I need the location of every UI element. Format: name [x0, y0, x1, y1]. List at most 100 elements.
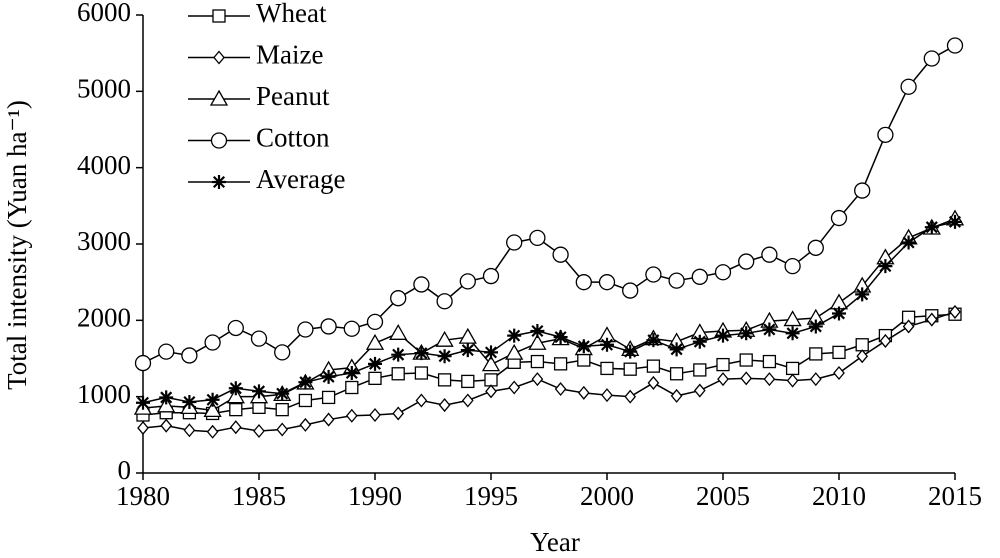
- marker: [529, 229, 546, 247]
- y-tick-label: 4000: [77, 150, 131, 180]
- marker: [229, 402, 243, 417]
- legend-marker: [209, 89, 229, 106]
- marker: [159, 390, 174, 405]
- marker: [275, 402, 289, 417]
- legend-marker: [213, 50, 225, 65]
- marker: [252, 384, 266, 399]
- marker: [437, 373, 452, 387]
- marker: [530, 324, 545, 339]
- marker: [459, 273, 476, 290]
- legend-label: Maize: [256, 40, 323, 70]
- marker: [134, 354, 152, 372]
- marker: [923, 50, 940, 67]
- marker: [601, 388, 613, 403]
- marker: [762, 354, 777, 369]
- marker: [670, 388, 683, 403]
- marker: [482, 267, 500, 285]
- x-tick-label: 2010: [812, 481, 866, 511]
- marker: [716, 328, 730, 343]
- legend-label: Peanut: [256, 81, 330, 111]
- x-tick-label: 2015: [928, 481, 982, 511]
- marker: [785, 361, 800, 376]
- y-tick-label: 1000: [77, 379, 131, 409]
- marker: [392, 406, 405, 421]
- marker: [181, 347, 198, 364]
- marker: [902, 319, 915, 334]
- marker: [530, 354, 545, 369]
- marker: [948, 214, 962, 229]
- marker: [320, 318, 337, 335]
- marker: [389, 323, 408, 340]
- marker: [366, 313, 384, 331]
- marker: [577, 385, 590, 400]
- marker: [297, 321, 314, 338]
- marker: [414, 366, 429, 380]
- marker: [623, 362, 637, 376]
- marker: [832, 345, 846, 360]
- marker: [298, 393, 313, 408]
- marker: [949, 304, 961, 319]
- marker: [204, 334, 221, 351]
- marker: [414, 346, 429, 361]
- marker: [182, 395, 197, 410]
- marker: [276, 422, 289, 437]
- marker: [368, 356, 382, 371]
- marker: [485, 384, 497, 399]
- y-tick-label: 6000: [77, 0, 131, 27]
- marker: [552, 246, 569, 263]
- marker: [575, 274, 592, 291]
- marker: [507, 328, 522, 343]
- marker: [298, 375, 313, 390]
- marker: [458, 327, 477, 344]
- marker: [531, 372, 544, 387]
- marker: [484, 373, 498, 387]
- marker: [136, 395, 150, 410]
- x-tick-label: 1980: [116, 481, 170, 511]
- marker: [228, 381, 243, 396]
- marker: [345, 380, 359, 395]
- marker: [739, 326, 754, 341]
- marker: [854, 182, 871, 199]
- y-tick-label: 3000: [77, 226, 131, 256]
- marker: [762, 322, 777, 337]
- marker: [460, 343, 475, 358]
- y-tick-label: 2000: [77, 303, 131, 333]
- marker: [832, 306, 846, 321]
- marker: [833, 365, 845, 381]
- x-tick-label: 1990: [348, 481, 402, 511]
- marker: [158, 343, 175, 360]
- marker: [784, 257, 801, 275]
- marker: [553, 357, 568, 371]
- marker: [461, 393, 474, 408]
- marker: [435, 330, 454, 347]
- marker: [691, 268, 708, 285]
- marker: [391, 347, 406, 362]
- marker: [253, 424, 265, 439]
- legend-marker: [210, 132, 228, 149]
- marker: [413, 276, 430, 293]
- marker: [322, 412, 335, 427]
- marker: [924, 220, 939, 235]
- marker: [369, 407, 381, 423]
- series-line: [142, 221, 956, 404]
- x-axis-label: Year: [530, 527, 580, 557]
- marker: [576, 339, 591, 354]
- marker: [856, 349, 869, 364]
- marker: [438, 398, 451, 413]
- marker: [877, 126, 894, 143]
- marker: [227, 319, 244, 337]
- marker: [183, 423, 196, 438]
- marker: [345, 408, 358, 423]
- marker: [925, 312, 938, 327]
- marker: [137, 420, 149, 435]
- marker: [436, 293, 453, 310]
- marker: [274, 344, 291, 361]
- marker: [299, 417, 312, 432]
- marker: [160, 418, 173, 433]
- marker: [668, 272, 685, 289]
- y-tick-label: 0: [118, 455, 132, 485]
- marker: [481, 355, 501, 372]
- legend-marker: [212, 175, 226, 189]
